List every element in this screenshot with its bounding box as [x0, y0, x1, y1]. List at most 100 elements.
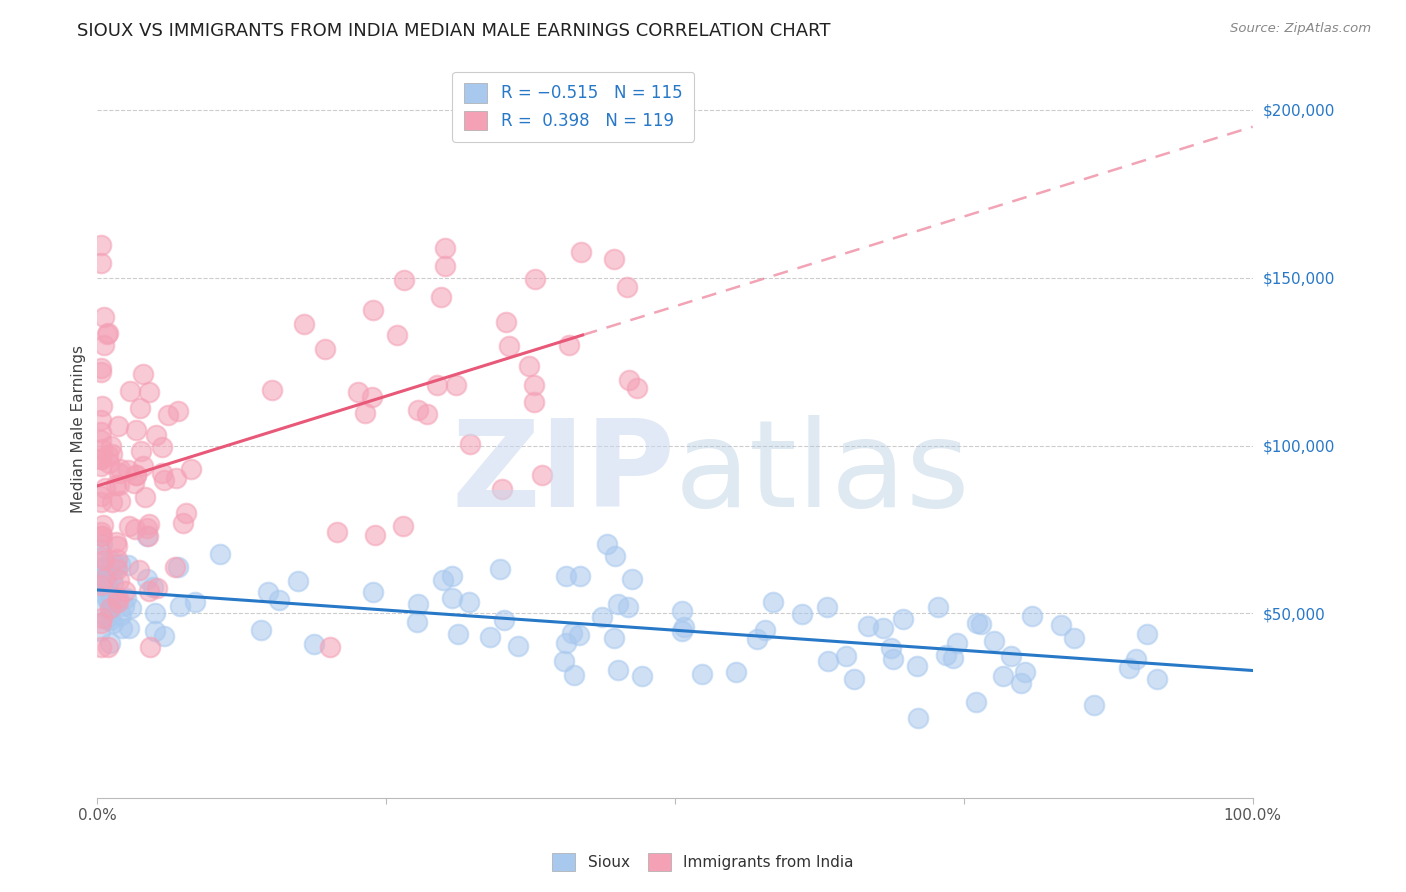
Point — [392, 273, 415, 287]
Point — [136, 529, 159, 543]
Point — [93, 553, 115, 567]
Point — [90, 640, 112, 654]
Point — [96, 591, 118, 606]
Text: atlas: atlas — [675, 415, 970, 532]
Point — [905, 659, 928, 673]
Point — [138, 517, 160, 532]
Point — [136, 521, 159, 535]
Point — [491, 482, 513, 496]
Point — [136, 572, 159, 586]
Point — [1063, 631, 1085, 645]
Point — [150, 440, 173, 454]
Point — [143, 624, 166, 638]
Point — [157, 408, 180, 422]
Point — [100, 554, 122, 568]
Point — [441, 569, 464, 583]
Point — [935, 648, 957, 662]
Point — [991, 669, 1014, 683]
Point — [165, 471, 187, 485]
Point — [96, 574, 118, 589]
Point — [434, 241, 457, 255]
Point — [118, 621, 141, 635]
Point — [108, 478, 131, 492]
Point — [945, 636, 967, 650]
Point — [596, 536, 619, 550]
Point — [969, 616, 991, 631]
Point — [115, 591, 138, 606]
Point — [616, 280, 638, 294]
Point — [747, 632, 769, 646]
Point — [983, 634, 1005, 648]
Point — [108, 466, 131, 480]
Point — [495, 315, 517, 329]
Point — [907, 711, 929, 725]
Point — [145, 582, 167, 596]
Point — [90, 360, 112, 375]
Point — [458, 595, 481, 609]
Point — [89, 572, 111, 586]
Point — [523, 378, 546, 392]
Point — [100, 439, 122, 453]
Point — [110, 557, 132, 571]
Point — [508, 639, 530, 653]
Point — [117, 462, 139, 476]
Text: ZIP: ZIP — [451, 415, 675, 532]
Legend: R = −0.515   N = 115, R =  0.398   N = 119: R = −0.515 N = 115, R = 0.398 N = 119 — [453, 71, 695, 142]
Point — [97, 448, 120, 462]
Point — [858, 619, 880, 633]
Point — [354, 406, 377, 420]
Point — [433, 259, 456, 273]
Point — [90, 525, 112, 540]
Point — [90, 452, 112, 467]
Point — [103, 575, 125, 590]
Point — [287, 574, 309, 588]
Point — [292, 317, 315, 331]
Point — [591, 610, 613, 624]
Point — [671, 604, 693, 618]
Point — [880, 641, 903, 656]
Point — [145, 428, 167, 442]
Point — [361, 302, 384, 317]
Point — [112, 599, 135, 613]
Point — [406, 615, 429, 629]
Point — [132, 367, 155, 381]
Point — [117, 558, 139, 573]
Point — [89, 562, 111, 576]
Point — [90, 615, 112, 630]
Point — [180, 462, 202, 476]
Point — [517, 359, 540, 374]
Point — [631, 669, 654, 683]
Point — [444, 378, 467, 392]
Point — [872, 621, 894, 635]
Point — [561, 625, 583, 640]
Point — [569, 569, 592, 583]
Point — [134, 490, 156, 504]
Point — [108, 493, 131, 508]
Point — [256, 585, 278, 599]
Point — [91, 442, 114, 457]
Point — [1083, 698, 1105, 712]
Point — [603, 252, 626, 267]
Point — [105, 552, 128, 566]
Point — [671, 624, 693, 638]
Point — [90, 494, 112, 508]
Point — [100, 636, 122, 650]
Point — [250, 623, 273, 637]
Point — [100, 494, 122, 508]
Point — [558, 338, 581, 352]
Point — [90, 365, 112, 379]
Point — [607, 597, 630, 611]
Point — [346, 384, 368, 399]
Point — [125, 468, 148, 483]
Point — [138, 385, 160, 400]
Point — [416, 408, 439, 422]
Point — [93, 310, 115, 325]
Point — [531, 468, 554, 483]
Point — [122, 475, 145, 490]
Point — [363, 528, 385, 542]
Point — [1125, 652, 1147, 666]
Text: SIOUX VS IMMIGRANTS FROM INDIA MEDIAN MALE EARNINGS CORRELATION CHART: SIOUX VS IMMIGRANTS FROM INDIA MEDIAN MA… — [77, 22, 831, 40]
Point — [100, 591, 122, 605]
Point — [523, 271, 546, 285]
Point — [94, 571, 117, 585]
